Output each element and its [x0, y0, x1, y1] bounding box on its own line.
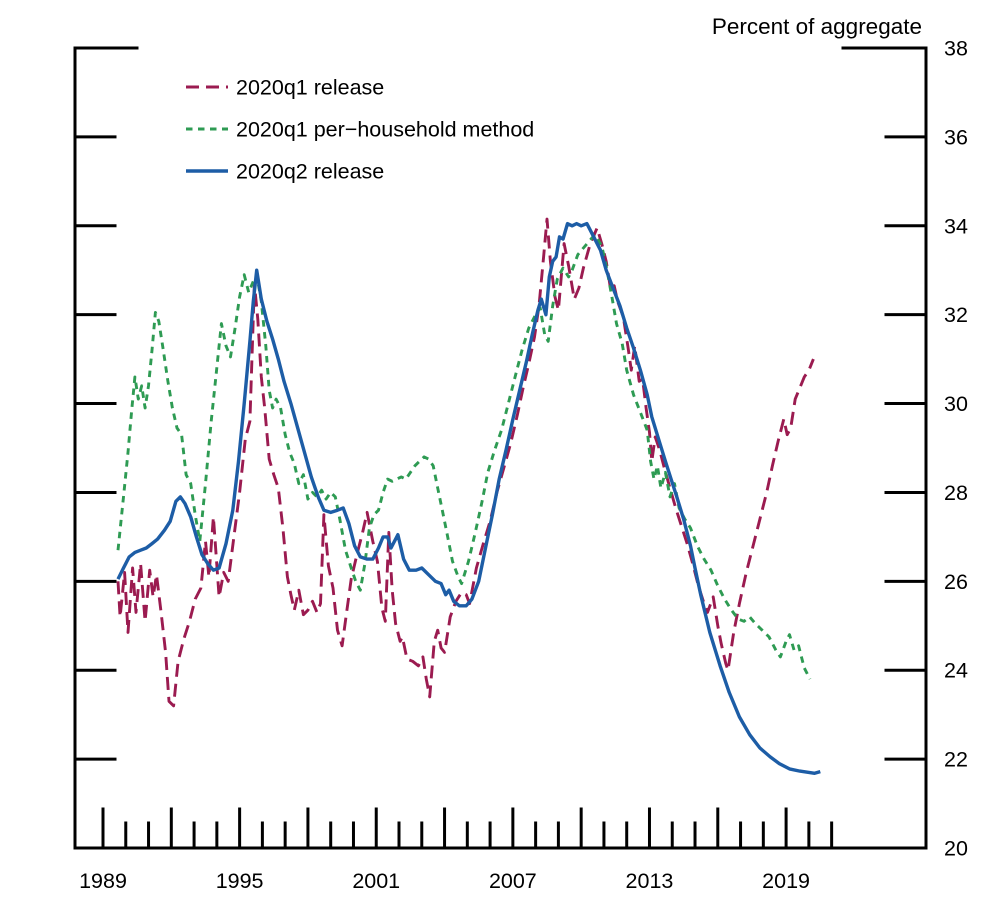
- series-lines: [116, 217, 821, 775]
- legend-label: 2020q1 release: [236, 76, 384, 100]
- y-axis-label: 30: [944, 392, 968, 416]
- legend-item: 2020q1 per−household method: [186, 118, 534, 142]
- axis-tick-labels: 20 22 24 26 28 30 32 34 36 38 1989 1995 2001 2007 2013…: [79, 37, 968, 894]
- y-axis-label: 28: [944, 481, 968, 505]
- legend-item: 2020q1 release: [186, 76, 384, 100]
- legend-item: 2020q2 release: [186, 160, 384, 184]
- y-axis-label: 20: [944, 836, 968, 860]
- x-axis-label: 1989: [79, 869, 127, 893]
- y-axis-label: 36: [944, 125, 968, 149]
- series-line-0: [116, 217, 815, 708]
- axes: [73, 46, 928, 850]
- chart-title: Percent of aggregate: [712, 14, 922, 39]
- x-axis-label: 2001: [352, 869, 400, 893]
- legend: 2020q1 release 2020q1 per−household meth…: [186, 76, 534, 184]
- y-axis-label: 32: [944, 303, 968, 327]
- x-axis-label: 2019: [762, 869, 810, 893]
- legend-label: 2020q1 per−household method: [236, 118, 534, 142]
- y-axis-label: 26: [944, 570, 968, 594]
- y-axis-label: 22: [944, 748, 968, 772]
- y-axis-label: 38: [944, 37, 968, 61]
- x-axis-label: 2013: [626, 869, 674, 893]
- series-line-2: [116, 221, 821, 775]
- y-axis-label: 34: [944, 214, 968, 238]
- legend-label: 2020q2 release: [236, 160, 384, 184]
- x-axis-label: 2007: [489, 869, 537, 893]
- x-axis-label: 1995: [216, 869, 264, 893]
- y-axis-label: 24: [944, 659, 968, 683]
